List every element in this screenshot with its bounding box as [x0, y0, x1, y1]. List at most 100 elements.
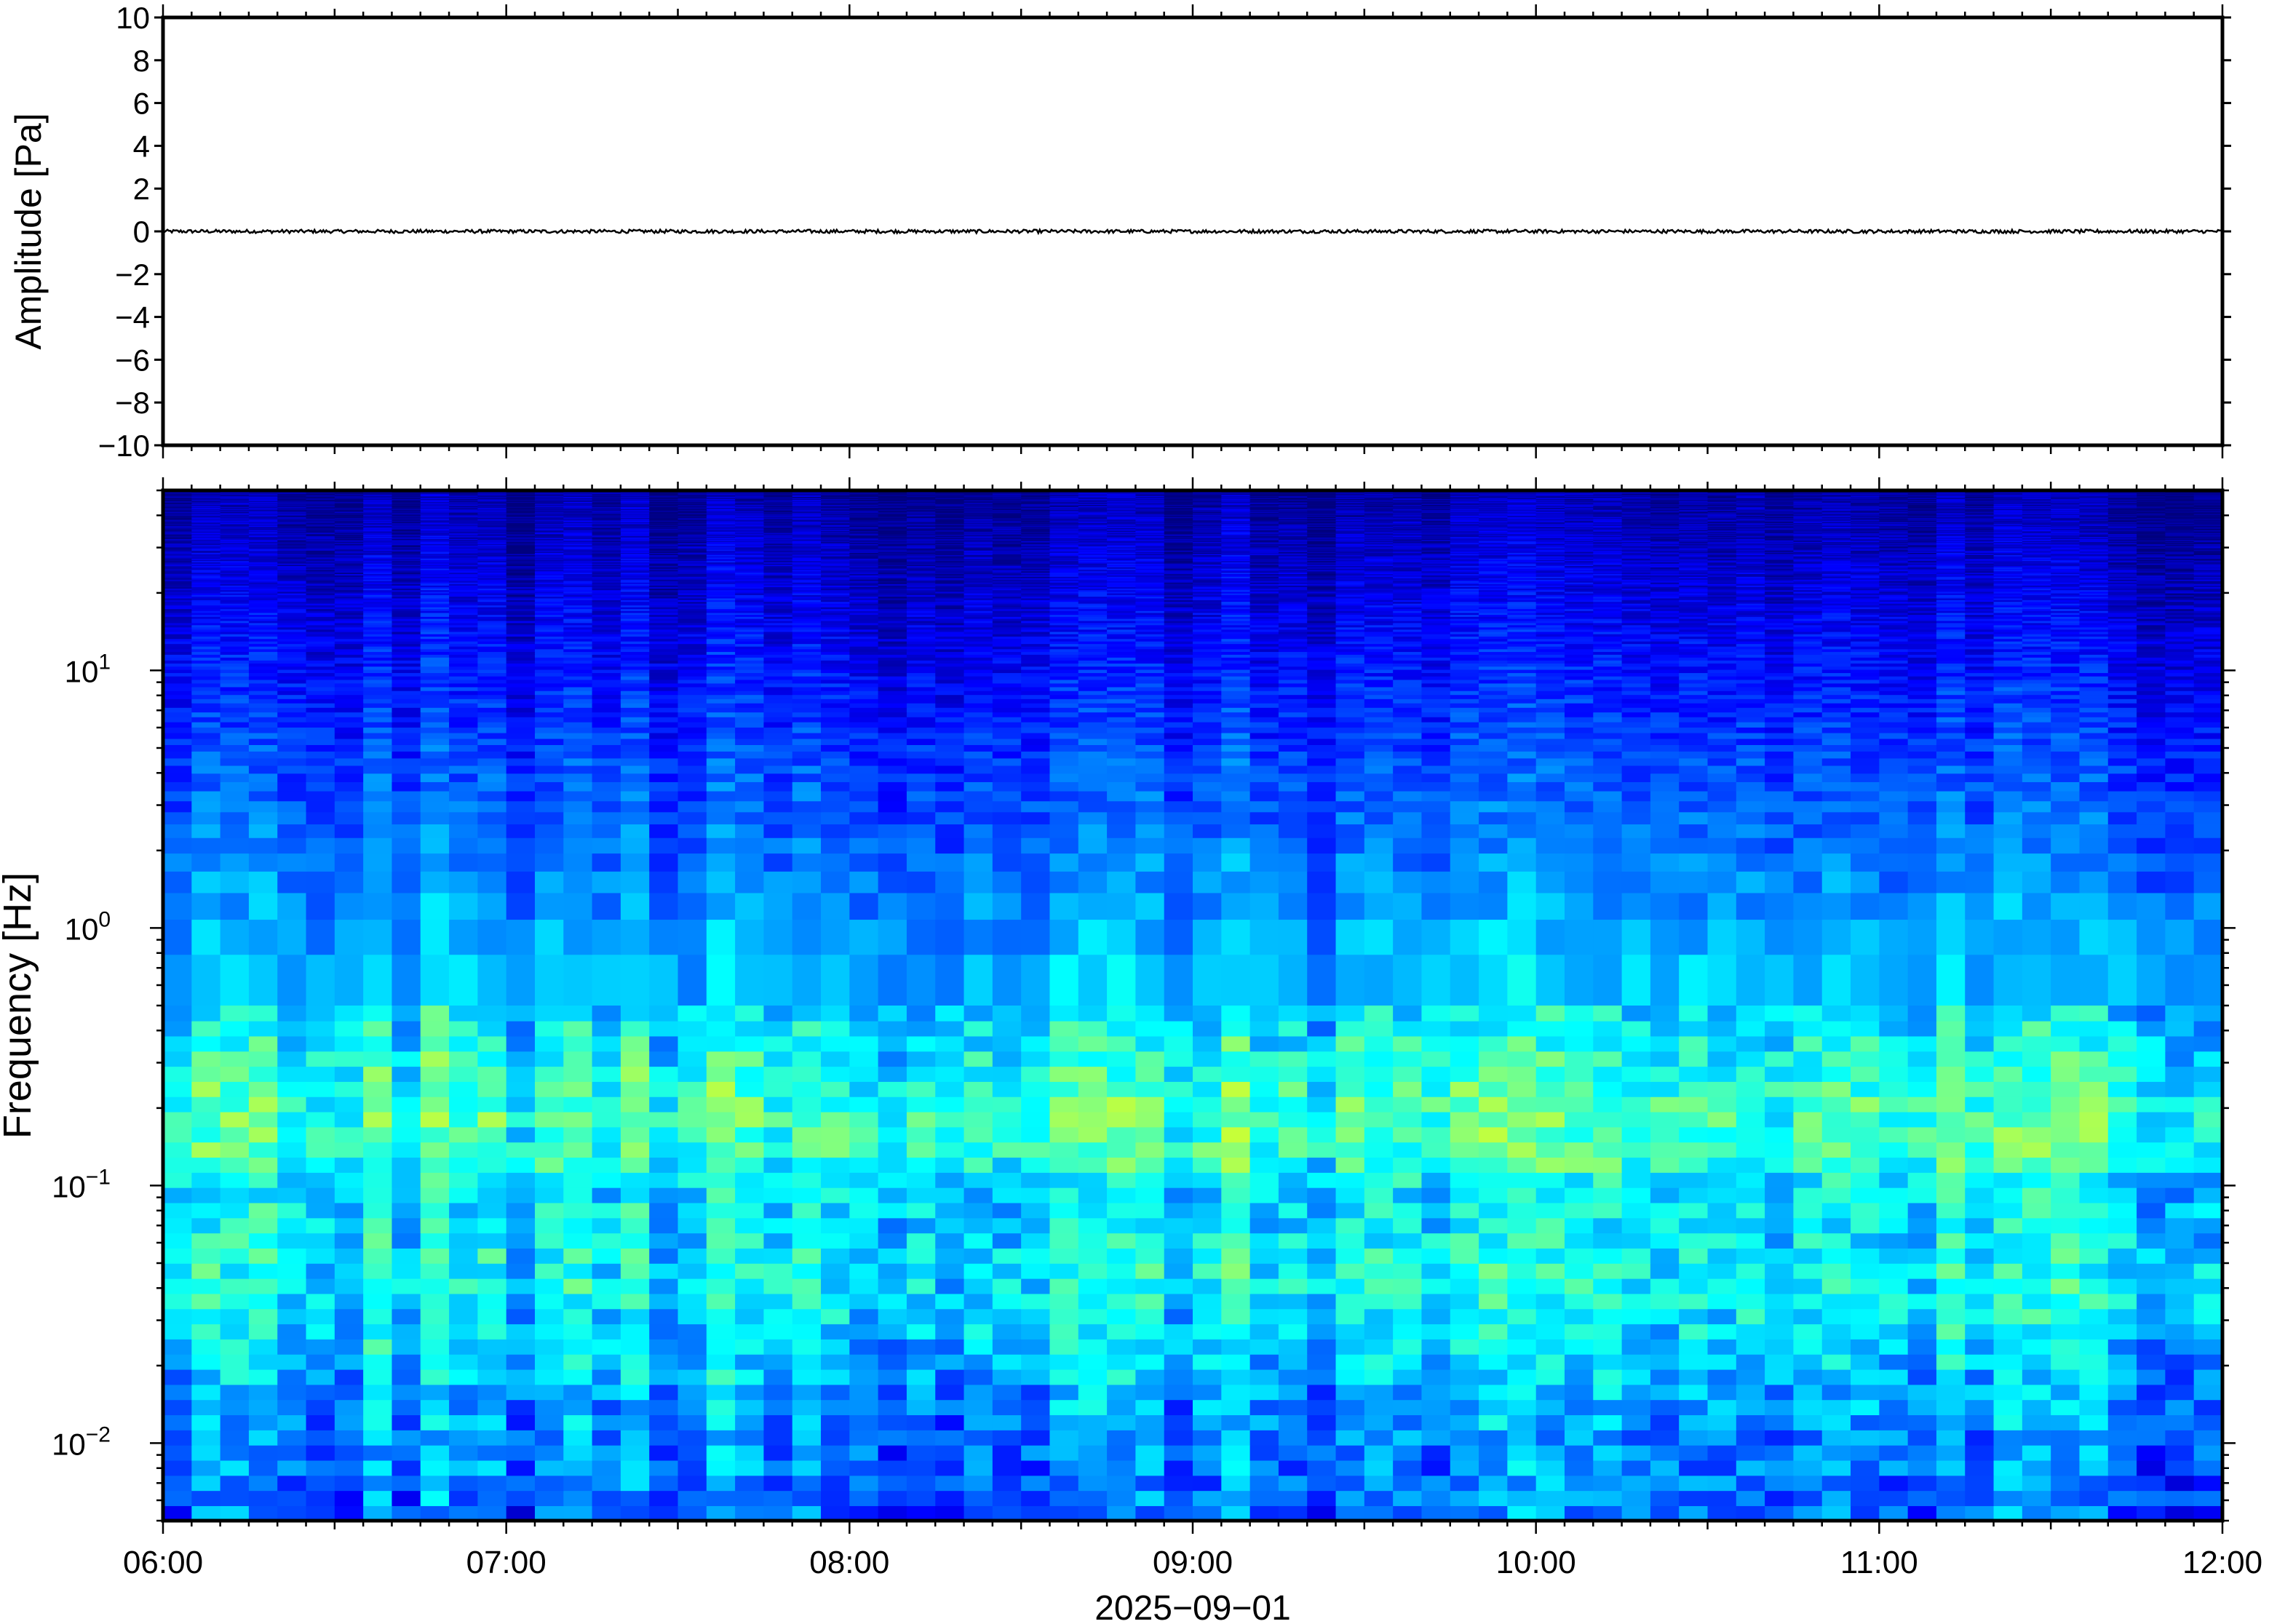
spectrogram-cell [1307, 601, 1337, 604]
spectrogram-cell [706, 738, 736, 745]
spectrogram-cell [878, 716, 907, 723]
spectrogram-cell [1736, 919, 1765, 955]
spectrogram-cell [1221, 618, 1251, 621]
spectrogram-cell [563, 682, 593, 688]
spectrogram-cell [649, 892, 679, 920]
spectrogram-cell [277, 631, 307, 634]
spectrogram-cell [1479, 679, 1509, 684]
spectrogram-cell [792, 727, 822, 733]
spectrogram-cell [1479, 707, 1509, 713]
spectrogram-cell [1307, 773, 1337, 782]
spectrogram-cell [906, 614, 937, 617]
spectrogram-cell [363, 824, 393, 838]
spectrogram-cell [1993, 626, 2023, 630]
spectrogram-cell [1707, 716, 1737, 723]
waveform-y-tick-label: 8 [133, 44, 150, 78]
spectrogram-cell [392, 790, 421, 802]
spectrogram-cell [2165, 601, 2195, 604]
spectrogram-cell [306, 633, 335, 637]
spectrogram-cell [1364, 660, 1394, 664]
spectrogram-cell [1593, 751, 1623, 759]
spectrogram-cell [620, 626, 650, 630]
spectrogram-cell [1621, 645, 1651, 650]
spectrogram-cell [1021, 712, 1051, 717]
spectrogram-cell [1049, 738, 1079, 745]
spectrogram-cell [1278, 954, 1308, 1006]
spectrogram-cell [191, 738, 221, 745]
spectrogram-cell [1193, 666, 1223, 670]
spectrogram-cell [763, 594, 793, 597]
spectrogram-cell [1421, 624, 1451, 628]
spectrogram-cell [706, 624, 736, 628]
spectrogram-cell [1221, 596, 1251, 599]
spectrogram-cell [392, 919, 421, 955]
spectrogram-cell [906, 616, 937, 619]
spectrogram-cell [534, 596, 565, 599]
spectrogram-cell [2079, 622, 2109, 626]
spectrogram-cell [1535, 651, 1565, 655]
spectrogram-cell [906, 643, 937, 647]
spectrogram-cell [792, 790, 822, 802]
spectrogram-cell [706, 892, 736, 920]
spectrogram-cell [821, 645, 851, 650]
spectrogram-cell [1851, 800, 1880, 813]
spectrogram-cell [735, 744, 765, 752]
spectrogram-cell [1307, 679, 1337, 684]
spectrogram-cell [1621, 871, 1651, 893]
spectrogram-cell [191, 721, 221, 728]
spectrogram-cell [163, 837, 193, 854]
spectrogram-cell [1765, 640, 1795, 645]
spectrogram-cell [1135, 679, 1165, 684]
spectrogram-cell [506, 597, 536, 600]
spectrogram-cell [220, 594, 250, 597]
spectrogram-cell [1936, 954, 1966, 1006]
spectrogram-cell [2165, 698, 2195, 704]
spectrogram-cell [1335, 727, 1365, 733]
spectrogram-cell [1364, 721, 1394, 728]
spectrogram-cell [1821, 663, 1851, 667]
spectrogram-cell [1307, 626, 1337, 630]
waveform-trace [163, 227, 2222, 236]
spectrogram-cell [277, 682, 307, 688]
spectrogram-cell [420, 790, 450, 802]
spectrogram-cell [1078, 871, 1108, 893]
spectrogram-cell [1993, 605, 2023, 608]
spectrogram-cell [1507, 707, 1537, 713]
spectrogram-cell [1278, 640, 1308, 645]
spectrogram-cell [1965, 643, 1995, 647]
spectrogram-cell [363, 660, 393, 664]
spectrogram-cell [1193, 765, 1223, 774]
spectrogram-cell [1736, 892, 1765, 920]
spectrogram-cell [334, 660, 364, 664]
spectrogram-cell [277, 716, 307, 723]
spectrogram-cell [1193, 645, 1223, 650]
spectrogram-cell [1393, 707, 1423, 713]
spectrogram-cell [1879, 954, 1909, 1006]
spectrogram-cell [1650, 654, 1680, 658]
spectrogram-cell [1421, 651, 1451, 655]
spectrogram-cell [363, 781, 393, 792]
spectrogram-cell [1021, 614, 1051, 617]
spectrogram-cell [1307, 698, 1337, 704]
spectrogram-cell [1621, 686, 1651, 691]
spectrogram-cell [392, 666, 421, 670]
spectrogram-cell [1821, 682, 1851, 688]
spectrogram-cell [306, 640, 335, 645]
spectrogram-cell [763, 620, 793, 624]
spectrogram-cell [1135, 757, 1165, 766]
spectrogram-cell [1535, 751, 1565, 759]
spectrogram-cell [792, 651, 822, 655]
spectrogram-cell [963, 605, 993, 608]
spectrogram-cell [1564, 716, 1594, 723]
spectrogram-cell [1936, 732, 1966, 739]
spectrogram-cell [1993, 837, 2023, 854]
spectrogram-cell [363, 610, 393, 613]
spectrogram-cell [1507, 648, 1537, 653]
spectrogram-cell [1335, 781, 1365, 792]
spectrogram-cell [563, 614, 593, 617]
spectrogram-cell [392, 824, 421, 838]
spectrogram-cell [1278, 682, 1308, 688]
spectrogram-cell [878, 790, 907, 802]
spectrogram-cell [449, 702, 479, 708]
spectrogram-cell [1621, 853, 1651, 872]
